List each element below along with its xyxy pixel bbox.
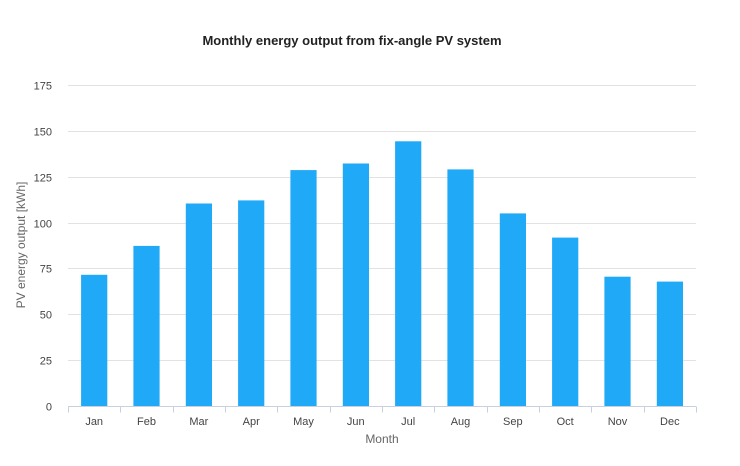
chart-title: Monthly energy output from fix-angle PV … <box>202 33 501 48</box>
x-tick-label: Apr <box>243 416 260 428</box>
x-tick-label: Aug <box>451 416 471 428</box>
bar-aug <box>447 169 474 406</box>
x-tick-label: Jan <box>85 416 103 428</box>
bar-oct <box>552 237 579 406</box>
x-tick-label: Feb <box>137 416 156 428</box>
bar-sep <box>499 213 526 406</box>
y-axis-label: PV energy output [kWh] <box>14 182 28 309</box>
gridlines <box>68 85 696 407</box>
y-tick-label: 0 <box>46 402 52 414</box>
y-tick-label: 175 <box>34 81 52 93</box>
x-tick-label: May <box>293 416 314 428</box>
x-axis-ticks: Jan Feb Mar Apr May Jun Jul Aug Sep Oct Nov Dec <box>68 406 697 428</box>
bar-jul <box>395 141 422 407</box>
x-tick-label: Oct <box>557 416 574 428</box>
x-axis-label: Month <box>365 432 398 446</box>
bar-feb <box>133 245 160 406</box>
y-tick-label: 50 <box>40 310 52 322</box>
bar-apr <box>238 200 265 406</box>
x-tick-label: Mar <box>189 416 208 428</box>
bars <box>81 141 683 407</box>
x-tick-label: Jul <box>401 416 415 428</box>
x-tick-label: Nov <box>608 416 628 428</box>
bar-dec <box>656 281 683 406</box>
bar-nov <box>604 276 631 406</box>
y-axis-ticks: 0 25 50 75 100 125 150 175 <box>34 81 52 414</box>
y-tick-label: 150 <box>34 127 52 139</box>
y-tick-label: 75 <box>40 264 52 276</box>
y-tick-label: 25 <box>40 356 52 368</box>
bar-may <box>290 170 317 406</box>
bar-jan <box>81 274 108 406</box>
x-tick-label: Dec <box>660 416 680 428</box>
x-tick-label: Sep <box>503 416 523 428</box>
x-tick-label: Jun <box>347 416 365 428</box>
bar-mar <box>185 203 212 406</box>
bar-jun <box>342 163 369 406</box>
y-tick-label: 100 <box>34 219 52 231</box>
y-tick-label: 125 <box>34 173 52 185</box>
